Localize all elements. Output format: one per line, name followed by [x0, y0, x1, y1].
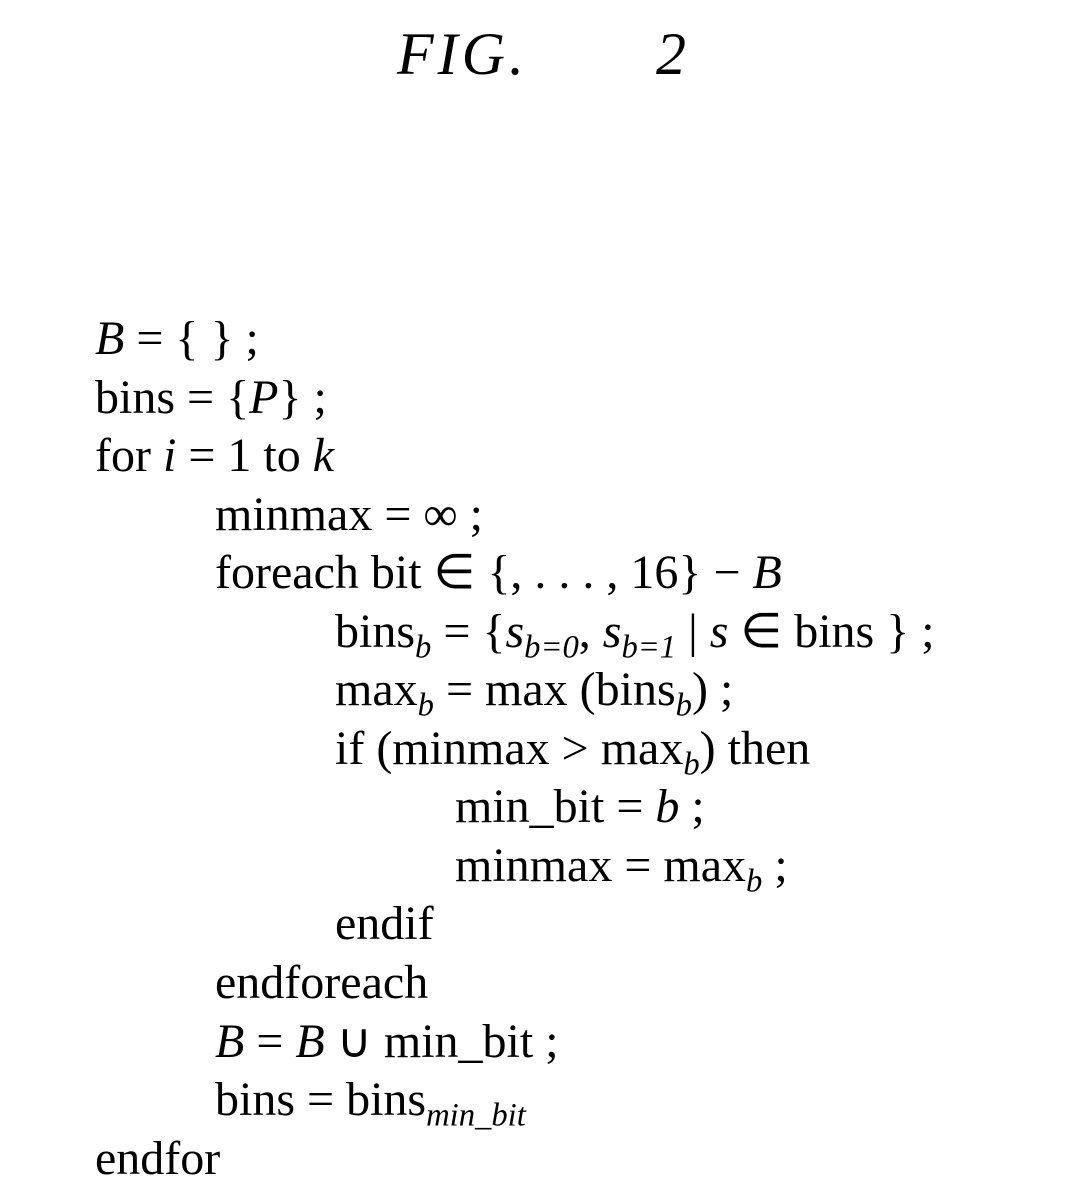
- text: ) then: [700, 722, 811, 775]
- code-line: endfor: [95, 1130, 935, 1188]
- text: foreach bit ∈ {, . . . , 16} −: [215, 546, 753, 599]
- var-k: k: [313, 429, 334, 482]
- sub: b=0: [524, 629, 579, 665]
- text: endfor: [95, 1132, 220, 1185]
- code-line: foreach bit ∈ {, . . . , 16} − B: [95, 544, 935, 603]
- code-line: bins = {P} ;: [95, 369, 935, 428]
- var-s: s: [505, 605, 524, 658]
- text: for: [95, 429, 163, 482]
- text: min_bit =: [455, 780, 655, 833]
- text: = 1 to: [176, 429, 312, 482]
- text: } ;: [278, 371, 326, 424]
- text: |: [676, 605, 710, 658]
- text: = {: [431, 605, 505, 658]
- sub: b: [415, 629, 431, 665]
- sub: b: [746, 864, 762, 900]
- text: ∪ min_bit ;: [325, 1015, 559, 1068]
- text: = { } ;: [124, 312, 258, 365]
- sub: b=1: [621, 629, 676, 665]
- sub: b: [683, 746, 699, 782]
- code-line: B = { } ;: [95, 310, 935, 369]
- text: ,: [579, 605, 603, 658]
- text: if (minmax > max: [335, 722, 683, 775]
- sub: min_bit: [426, 1098, 526, 1134]
- var-s: s: [710, 605, 729, 658]
- code-line: endforeach: [95, 954, 935, 1013]
- sub: b: [418, 688, 434, 724]
- var-s: s: [603, 605, 622, 658]
- text: minmax = ∞ ;: [215, 488, 483, 541]
- text: bins = bins: [215, 1073, 426, 1126]
- code-line: minmax = maxb ;: [95, 837, 935, 896]
- code-line: binsb = {sb=0, sb=1 | s ∈ bins } ;: [95, 603, 935, 662]
- figure-page: FIG. 2 B = { } ; bins = {P} ; for i = 1 …: [0, 0, 1087, 1173]
- text: endif: [335, 897, 434, 950]
- var-b: b: [655, 780, 679, 833]
- code-line: for i = 1 to k: [95, 427, 935, 486]
- figure-title: FIG. 2: [0, 20, 1087, 89]
- sub: b: [676, 688, 692, 724]
- text: = max (bins: [434, 663, 676, 716]
- symbol-B: B: [95, 312, 124, 365]
- text: ) ;: [692, 663, 733, 716]
- text: bins: [335, 605, 415, 658]
- text: ;: [762, 839, 787, 892]
- text: bins = {: [95, 371, 249, 424]
- text: minmax = max: [455, 839, 746, 892]
- symbol-B: B: [753, 546, 782, 599]
- code-line: B = B ∪ min_bit ;: [95, 1013, 935, 1072]
- code-line: endif: [95, 895, 935, 954]
- code-line: bins = binsmin_bit: [95, 1071, 935, 1130]
- text: ∈ bins } ;: [728, 605, 934, 658]
- code-line: if (minmax > maxb) then: [95, 720, 935, 779]
- code-line: min_bit = b ;: [95, 778, 935, 837]
- text: ;: [679, 780, 704, 833]
- symbol-B: B: [215, 1015, 244, 1068]
- pseudocode-block: B = { } ; bins = {P} ; for i = 1 to k mi…: [95, 310, 935, 1188]
- text: max: [335, 663, 418, 716]
- code-line: minmax = ∞ ;: [95, 486, 935, 545]
- symbol-P: P: [249, 371, 278, 424]
- text: =: [244, 1015, 295, 1068]
- var-i: i: [163, 429, 176, 482]
- text: endforeach: [215, 956, 428, 1009]
- symbol-B: B: [295, 1015, 324, 1068]
- code-line: maxb = max (binsb) ;: [95, 661, 935, 720]
